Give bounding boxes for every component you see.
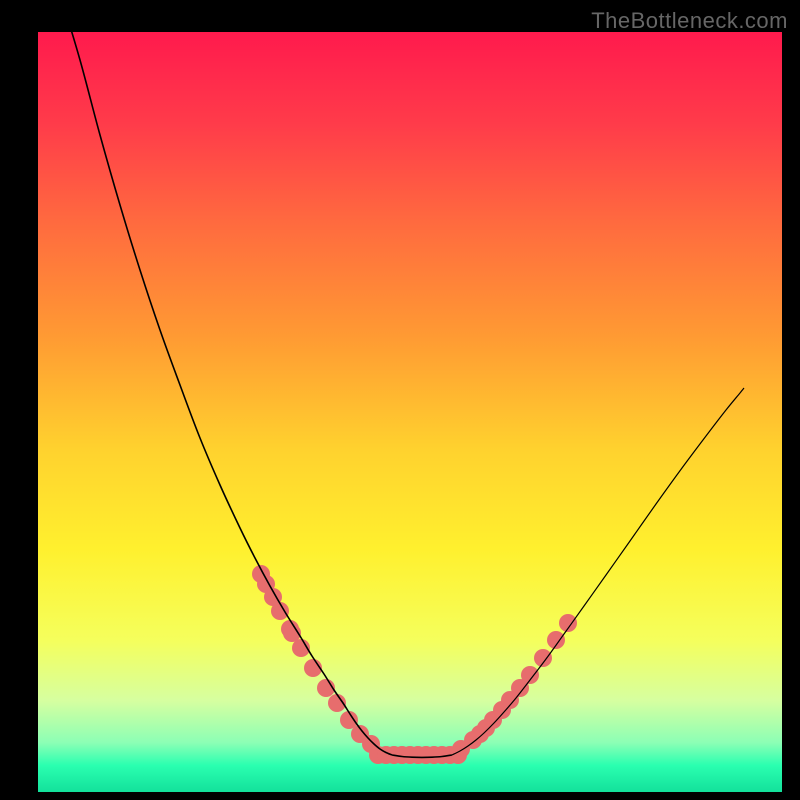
data-marker <box>521 666 539 684</box>
watermark-text: TheBottleneck.com <box>591 8 788 34</box>
curve-right <box>452 388 744 755</box>
chart-svg <box>38 32 782 792</box>
data-marker <box>547 631 565 649</box>
plot-area <box>38 32 782 792</box>
data-marker <box>534 649 552 667</box>
marker-layer <box>252 565 577 764</box>
curve-left <box>62 32 392 755</box>
